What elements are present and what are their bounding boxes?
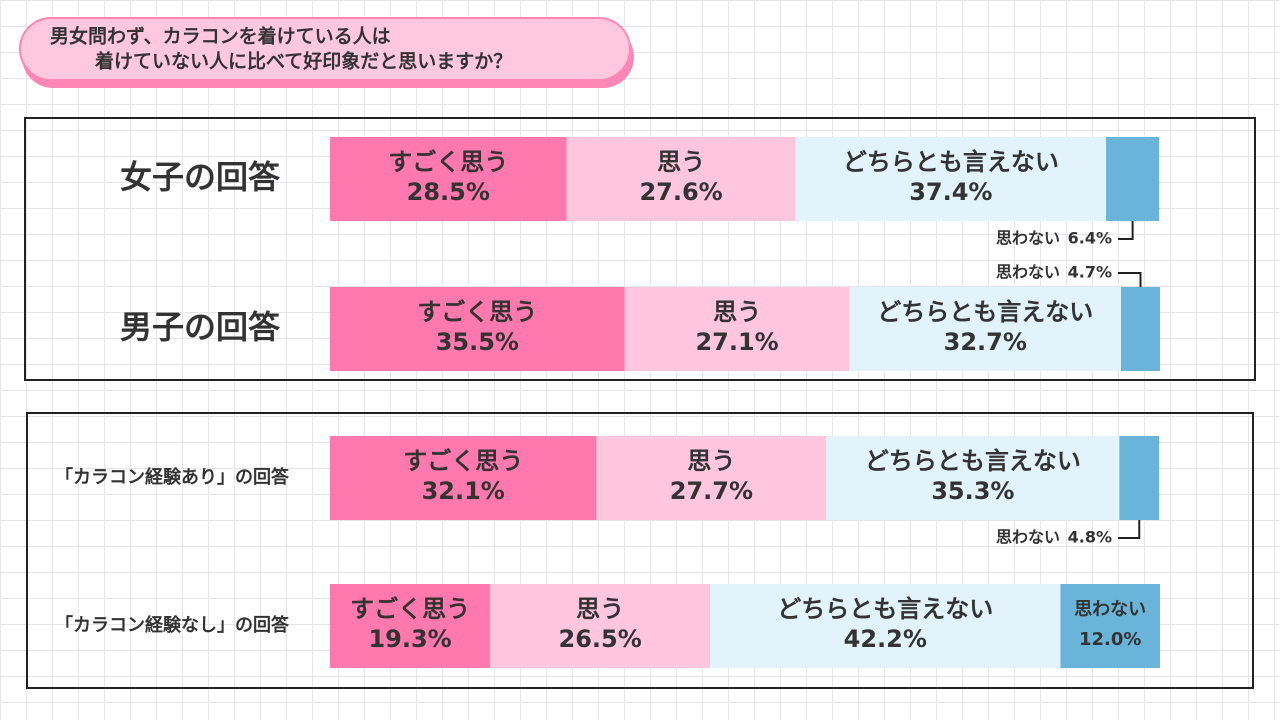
category-label: 「カラコン経験あり」の回答	[55, 466, 290, 488]
category-label: 「カラコン経験なし」の回答	[55, 614, 290, 636]
segment-name: 思う	[657, 148, 705, 176]
banner	[19, 17, 631, 81]
bar-segment	[624, 287, 850, 371]
bar-segment	[1106, 137, 1160, 221]
bar-segment	[330, 137, 567, 221]
callout-line	[1118, 272, 1142, 287]
value-label: 35.3%	[931, 477, 1014, 505]
bar-segment	[849, 287, 1121, 371]
chart-title: 男女問わず、カラコンを着けている人は	[50, 25, 391, 48]
value-label: 4.8%	[1068, 528, 1112, 547]
bar-segment	[596, 436, 827, 520]
bar-segment	[826, 436, 1120, 520]
value-label: 26.5%	[559, 625, 642, 653]
value-label: 42.2%	[844, 625, 927, 653]
value-label: 27.7%	[670, 477, 753, 505]
segment-name: 思う	[576, 595, 624, 623]
bar-segment	[566, 137, 796, 221]
segment-name: 思う	[713, 298, 761, 326]
bar-segment	[710, 584, 1061, 668]
segment-name: 思わない	[996, 229, 1060, 248]
segment-name: 思う	[687, 447, 735, 475]
bar-segment	[795, 137, 1107, 221]
callout-line	[1118, 520, 1141, 539]
bar-segment	[330, 287, 625, 371]
segment-name: すごく思う	[350, 595, 470, 623]
bar-segment	[1119, 436, 1160, 520]
bar-segment	[490, 584, 711, 668]
segment-name: 思わない	[996, 263, 1060, 282]
bar-segment	[1120, 287, 1160, 371]
value-label: 35.5%	[436, 328, 519, 356]
value-label: 27.6%	[639, 178, 722, 206]
segment-name: どちらとも言えない	[843, 148, 1059, 176]
bar-segment	[1060, 584, 1160, 668]
segment-name: どちらとも言えない	[777, 595, 993, 623]
segment-name: すごく思う	[417, 298, 537, 326]
value-label: 28.5%	[407, 178, 490, 206]
segment-name: すごく思う	[403, 447, 523, 475]
panel	[26, 412, 1254, 689]
value-label: 37.4%	[909, 178, 992, 206]
segment-name: どちらとも言えない	[865, 447, 1081, 475]
callout-line	[1118, 221, 1134, 240]
category-label: 男子の回答	[120, 308, 281, 346]
value-label: 32.1%	[422, 477, 505, 505]
segment-name: どちらとも言えない	[877, 298, 1093, 326]
bar-segment	[330, 436, 597, 520]
chart-title: 着けていない人に比べて好印象だと思いますか？	[95, 50, 512, 73]
segment-name: すごく思う	[388, 148, 508, 176]
value-label: 19.3%	[368, 625, 451, 653]
value-label: 32.7%	[944, 328, 1027, 356]
segment-name: 思わない	[996, 528, 1060, 547]
value-label: 4.7%	[1068, 263, 1112, 282]
value-label: 12.0%	[1079, 629, 1141, 650]
value-label: 27.1%	[695, 328, 778, 356]
category-label: 女子の回答	[120, 158, 281, 196]
segment-name: 思わない	[1074, 599, 1146, 620]
value-label: 6.4%	[1068, 229, 1112, 248]
panel	[24, 117, 1256, 381]
bar-segment	[330, 584, 491, 668]
